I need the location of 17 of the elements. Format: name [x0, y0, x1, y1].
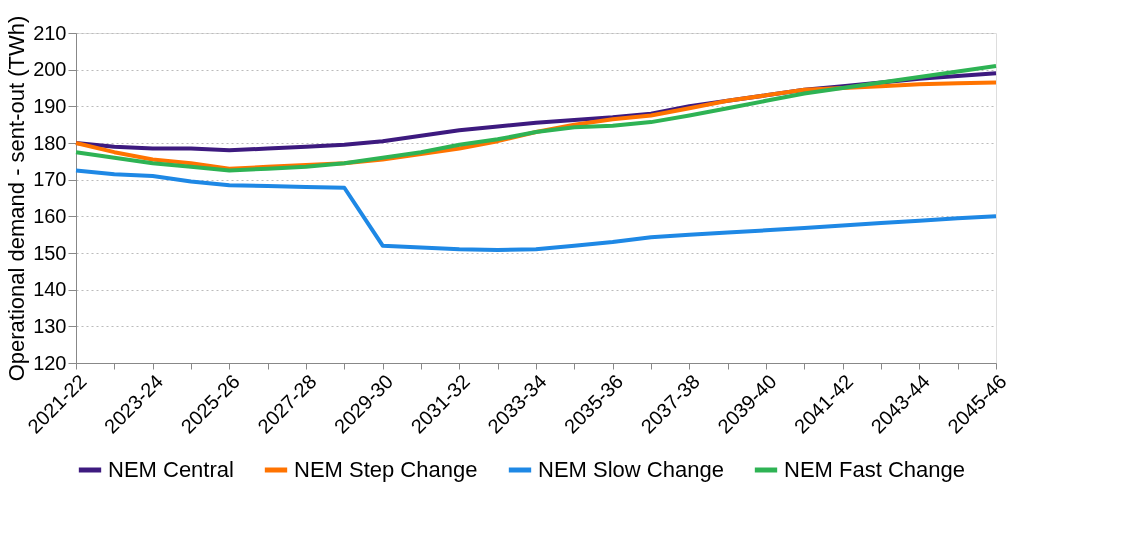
- y-tick-label: 180: [33, 131, 67, 154]
- y-tick-label: 140: [33, 278, 67, 301]
- legend-label: NEM Step Change: [294, 457, 478, 482]
- line-series: [74, 64, 998, 173]
- legend-label: NEM Fast Change: [784, 457, 965, 482]
- y-tick-label: 160: [33, 204, 67, 227]
- y-axis-title: Operational demand - sent-out (TWh): [4, 15, 30, 382]
- y-tick-label: 200: [33, 58, 67, 81]
- legend-label: NEM Central: [108, 457, 234, 482]
- y-tick-label: 130: [33, 314, 67, 337]
- legend-label: NEM Slow Change: [538, 457, 724, 482]
- y-tick-label: 190: [33, 94, 67, 117]
- y-tick-label: 170: [33, 168, 67, 191]
- y-tick-label: 210: [33, 21, 67, 44]
- y-tick-label: 120: [33, 351, 67, 374]
- line-series: [74, 168, 998, 253]
- y-tick-label: 150: [33, 241, 67, 264]
